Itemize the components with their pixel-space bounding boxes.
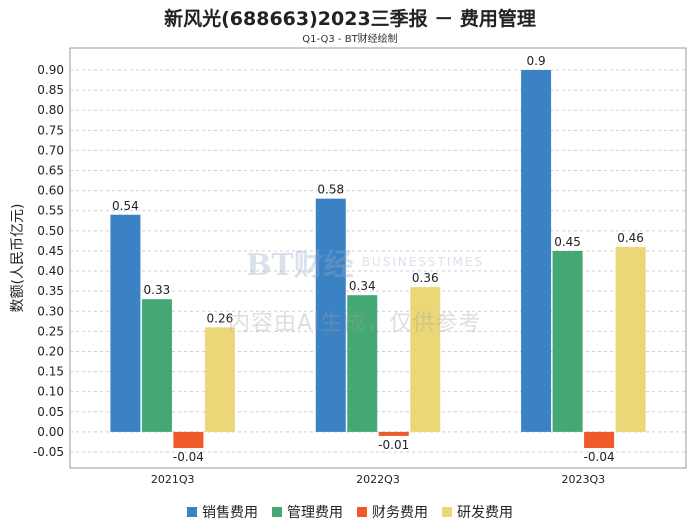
data-label: -0.01 xyxy=(378,438,409,452)
bar xyxy=(141,299,172,432)
watermark-brand: BT财经 xyxy=(246,248,354,283)
data-label: 0.9 xyxy=(527,54,546,68)
data-label: 0.36 xyxy=(412,271,439,285)
bar xyxy=(110,214,141,432)
data-label: 0.33 xyxy=(144,283,171,297)
y-tick-label: 0.70 xyxy=(37,143,64,157)
legend-swatch xyxy=(357,507,367,517)
legend-swatch xyxy=(272,507,282,517)
bar xyxy=(552,250,583,432)
y-tick-label: 0.30 xyxy=(37,304,64,318)
chart-legend: 销售费用 管理费用 财务费用 研发费用 xyxy=(0,502,700,522)
legend-item: 销售费用 xyxy=(187,502,258,522)
plot-area xyxy=(69,47,687,469)
data-label: 0.54 xyxy=(112,199,139,213)
y-tick-label: 0.85 xyxy=(37,83,64,97)
y-tick-label: 0.60 xyxy=(37,184,64,198)
legend-label: 管理费用 xyxy=(287,505,343,521)
bar xyxy=(410,287,441,432)
y-tick-label: 0.40 xyxy=(37,264,64,278)
bar xyxy=(521,70,552,432)
watermark-sub: BUSINESSTIMES xyxy=(361,255,485,269)
y-tick-label: 0.65 xyxy=(37,164,64,178)
chart-title: 新风光(688663)2023三季报 － 费用管理 xyxy=(164,8,536,30)
bar xyxy=(173,431,204,448)
bar xyxy=(315,198,346,432)
legend-label: 研发费用 xyxy=(457,505,513,521)
y-tick-label: 0.80 xyxy=(37,103,64,117)
watermark-logo: BT财经 BUSINESSTIMES xyxy=(246,240,484,284)
bar xyxy=(204,327,235,432)
legend-label: 财务费用 xyxy=(372,505,428,521)
legend-item: 管理费用 xyxy=(272,502,343,522)
y-tick-label: 0.25 xyxy=(37,324,64,338)
y-tick-label: 0.55 xyxy=(37,204,64,218)
y-tick-label: 0.75 xyxy=(37,123,64,137)
data-label: 0.46 xyxy=(617,231,644,245)
bar xyxy=(347,295,378,432)
legend-label: 销售费用 xyxy=(202,505,258,521)
legend-item: 财务费用 xyxy=(357,502,428,522)
x-tick-label: 2021Q3 xyxy=(151,473,195,486)
data-label: 0.45 xyxy=(554,235,581,249)
y-tick-label: 0.10 xyxy=(37,385,64,399)
y-tick-label: 0.90 xyxy=(37,63,64,77)
y-tick-label: 0.50 xyxy=(37,224,64,238)
legend-swatch xyxy=(187,507,197,517)
watermark-notice: 内容由AI生成，仅供参考 xyxy=(228,311,482,336)
data-label: 0.58 xyxy=(317,183,344,197)
data-label: 0.34 xyxy=(349,279,376,293)
bar xyxy=(584,431,615,448)
legend-swatch xyxy=(442,507,452,517)
y-tick-label: 0.00 xyxy=(37,425,64,439)
bar xyxy=(378,431,409,436)
x-tick-label: 2022Q3 xyxy=(356,473,400,486)
chart-subtitle: Q1-Q3 - BT财经绘制 xyxy=(302,34,398,45)
legend-item: 研发费用 xyxy=(442,502,513,522)
bar xyxy=(615,246,646,432)
data-label: -0.04 xyxy=(584,450,615,464)
y-axis-label: 数额(人民币亿元) xyxy=(10,204,26,313)
data-label: 0.26 xyxy=(207,311,234,325)
y-tick-label: -0.05 xyxy=(33,445,64,459)
y-tick-label: 0.45 xyxy=(37,244,64,258)
y-tick-label: 0.35 xyxy=(37,284,64,298)
y-tick-label: 0.20 xyxy=(37,344,64,358)
data-label: -0.04 xyxy=(173,450,204,464)
x-tick-label: 2023Q3 xyxy=(562,473,606,486)
y-tick-label: 0.05 xyxy=(37,405,64,419)
y-tick-label: 0.15 xyxy=(37,365,64,379)
